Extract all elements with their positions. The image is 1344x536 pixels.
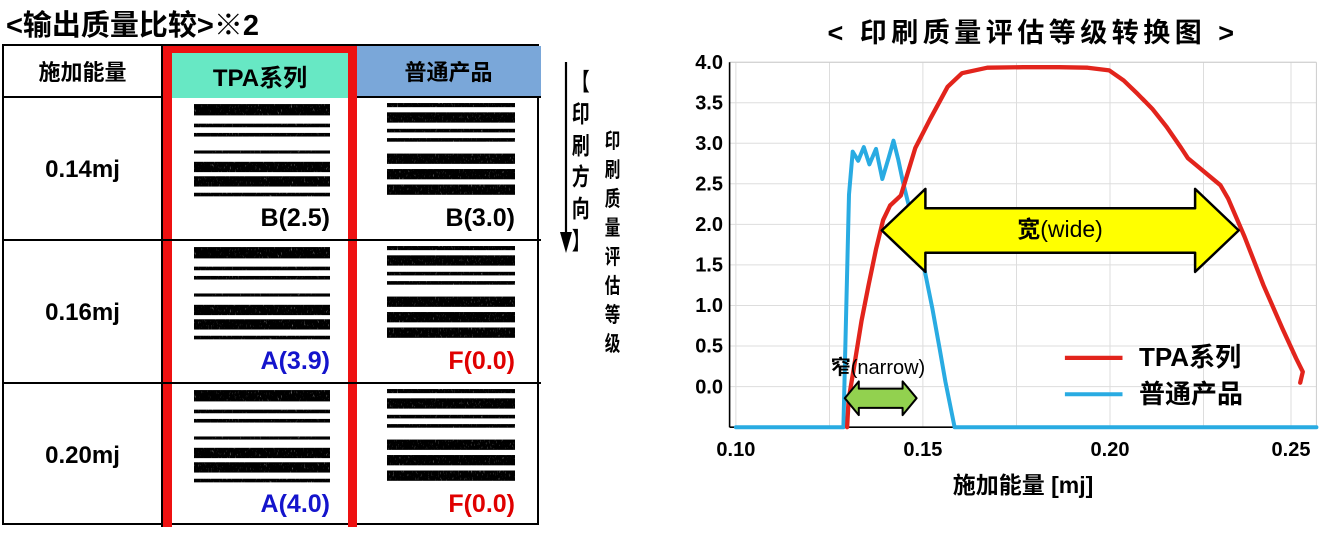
svg-text:0.10: 0.10 (716, 439, 755, 461)
svg-text:1.5: 1.5 (695, 255, 723, 277)
svg-text:0.15: 0.15 (903, 439, 942, 461)
svg-text:施加能量 [mj]: 施加能量 [mj] (953, 472, 1094, 498)
svg-text:窄(narrow): 窄(narrow) (831, 351, 925, 380)
svg-text:2.5: 2.5 (695, 174, 723, 196)
svg-text:0.25: 0.25 (1272, 439, 1311, 461)
svg-text:3.5: 3.5 (695, 93, 723, 115)
svg-text:宽(wide): 宽(wide) (1017, 210, 1103, 244)
svg-text:2.0: 2.0 (695, 214, 723, 236)
svg-text:普通产品: 普通产品 (1139, 379, 1243, 409)
svg-text:TPA系列: TPA系列 (1139, 342, 1241, 372)
svg-text:1.0: 1.0 (695, 295, 723, 317)
svg-text:0.5: 0.5 (695, 336, 723, 358)
svg-text:4.0: 4.0 (695, 52, 723, 74)
svg-text:0.0: 0.0 (695, 377, 723, 399)
svg-text:3.0: 3.0 (695, 133, 723, 155)
svg-text:0.20: 0.20 (1091, 439, 1130, 461)
